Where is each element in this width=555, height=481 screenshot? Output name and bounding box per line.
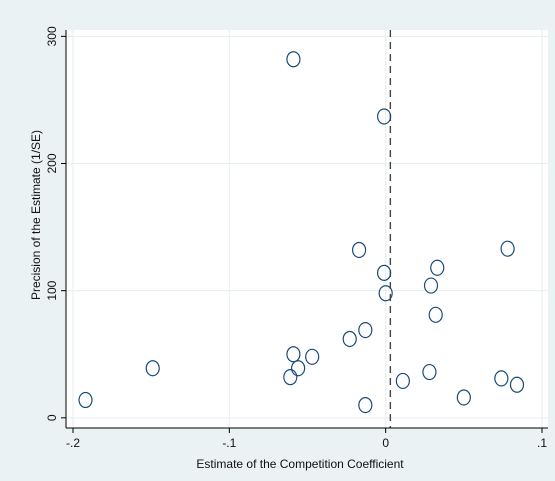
y-tick-label-0: 0: [45, 414, 59, 421]
data-point-2: [283, 369, 298, 386]
data-point-19: [456, 389, 471, 406]
data-point-17: [430, 259, 445, 276]
data-point-9: [286, 51, 301, 68]
data-point-18: [428, 306, 443, 323]
data-point-16: [423, 277, 439, 294]
x-axis-title: Estimate of the Competition Coefficient: [196, 457, 404, 471]
data-point-21: [500, 240, 515, 257]
data-point-13: [378, 285, 393, 302]
y-tick-label-3: 300: [45, 26, 59, 46]
y-axis-title: Precision of the Estimate (1/SE): [29, 130, 43, 300]
plot-area: [66, 30, 548, 428]
data-points: [78, 51, 525, 414]
x-tick-label-0: -.2: [66, 436, 80, 450]
y-tick-label-1: 100: [45, 280, 59, 300]
grid-lines: [66, 30, 548, 428]
data-point-7: [358, 321, 373, 339]
data-point-6: [342, 330, 357, 348]
data-point-0: [78, 391, 93, 409]
data-point-4: [291, 360, 306, 377]
x-tick-label-3: .1: [537, 436, 547, 450]
data-point-8: [358, 397, 373, 414]
data-point-20: [494, 370, 509, 387]
data-point-10: [377, 108, 392, 125]
data-point-12: [377, 264, 392, 281]
x-ticks: -.2 -.1 0 .1: [66, 428, 547, 450]
y-ticks: 0 100 200 300: [45, 26, 66, 421]
data-point-11: [351, 241, 367, 259]
x-tick-label-1: -.1: [222, 436, 236, 450]
data-point-1: [145, 360, 160, 377]
data-point-5: [305, 348, 320, 365]
x-tick-label-2: 0: [382, 436, 389, 450]
data-point-22: [509, 376, 525, 393]
data-point-3: [286, 346, 301, 363]
y-tick-label-2: 200: [45, 153, 59, 173]
data-point-14: [395, 372, 410, 390]
data-point-15: [422, 363, 437, 381]
